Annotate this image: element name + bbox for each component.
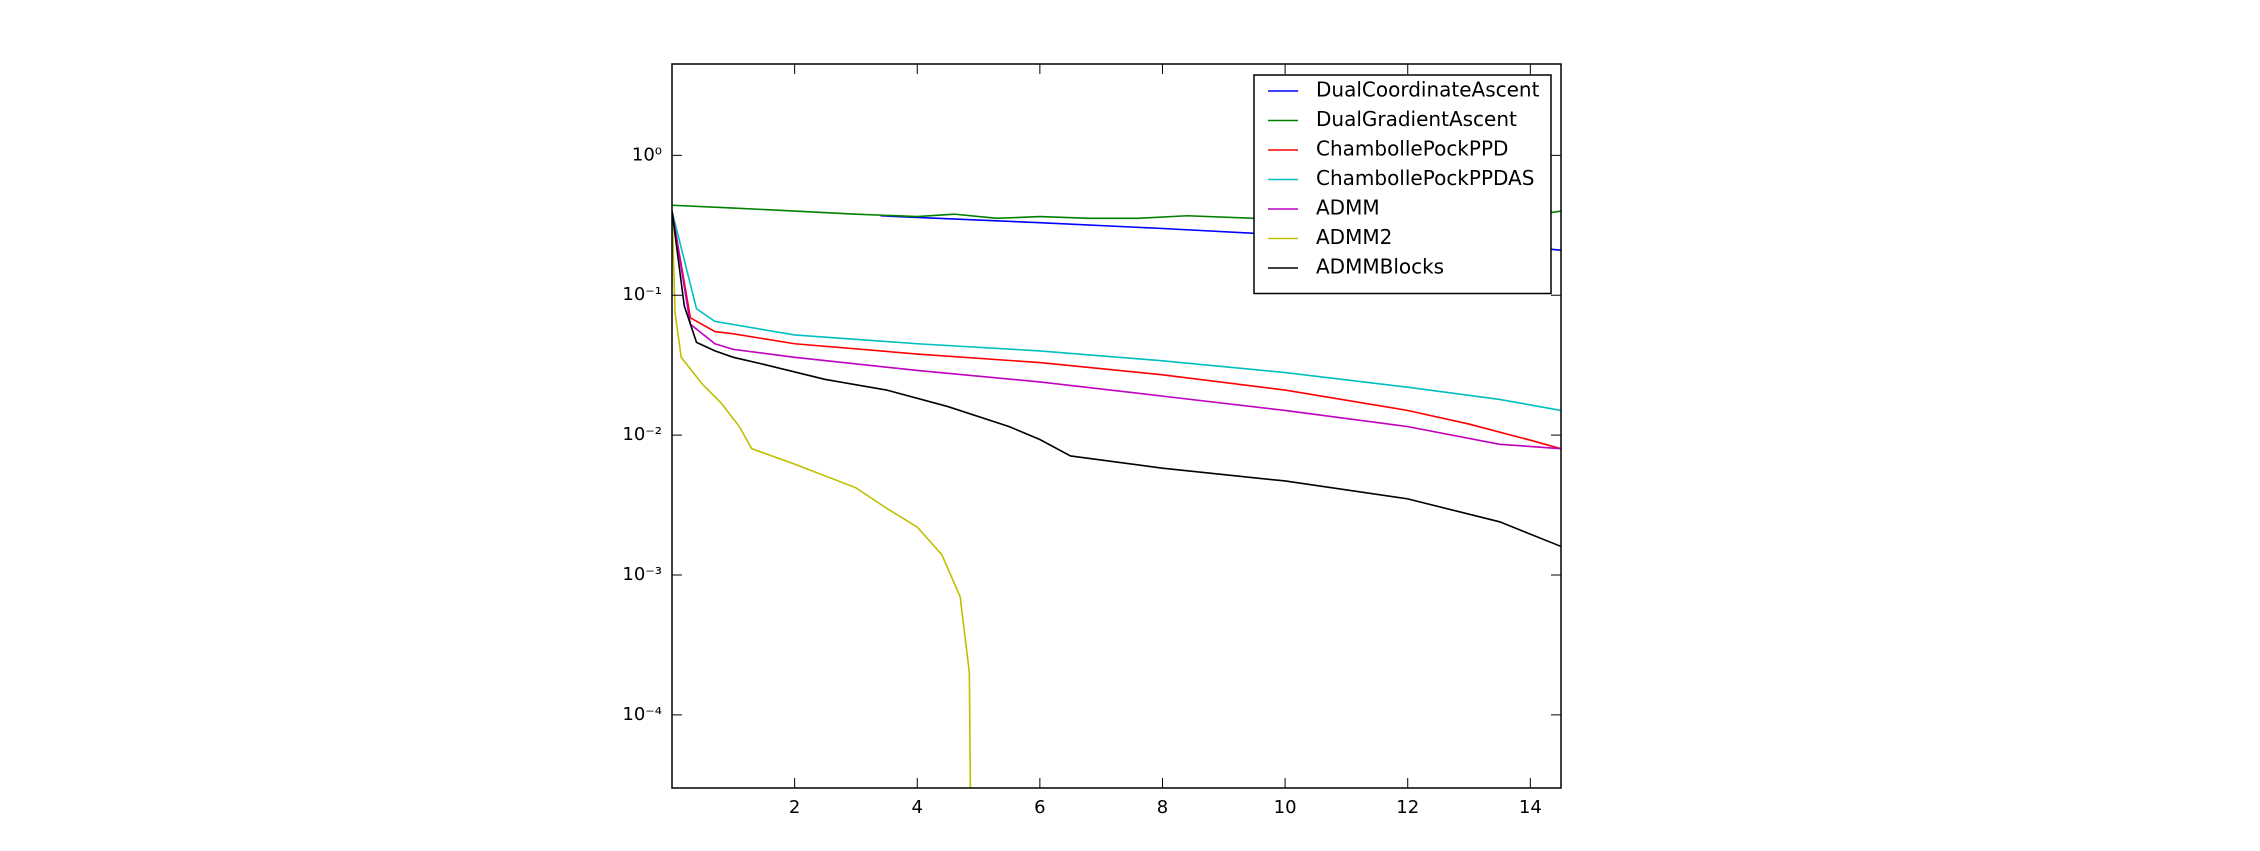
- x-tick-label: 6: [1034, 797, 1045, 818]
- x-tick-label: 4: [912, 797, 923, 818]
- y-tick-label: 10⁻³: [622, 564, 662, 585]
- series-line: [672, 210, 1561, 412]
- y-tick-label: 10⁻¹: [622, 284, 662, 305]
- legend-label: ChambollePockPPD: [1316, 137, 1508, 161]
- series-line: [672, 210, 1561, 548]
- legend-label: DualCoordinateAscent: [1316, 78, 1540, 102]
- axes-frame: [671, 63, 1562, 789]
- series-line: [672, 210, 1561, 450]
- series-line: [672, 211, 972, 788]
- legend-label: DualGradientAscent: [1316, 107, 1517, 131]
- y-tick-label: 10⁰: [632, 144, 662, 165]
- x-tick-label: 8: [1157, 797, 1168, 818]
- legend-label: ADMM2: [1316, 225, 1392, 249]
- y-tick-label: 10⁻⁴: [622, 704, 662, 725]
- x-tick-label: 12: [1396, 797, 1419, 818]
- legend-label: ADMM: [1316, 196, 1380, 220]
- legend-label: ChambollePockPPDAS: [1316, 166, 1534, 190]
- x-tick-label: 10: [1274, 797, 1297, 818]
- x-tick-label: 14: [1519, 797, 1542, 818]
- legend-frame: [1253, 74, 1552, 295]
- series-line: [672, 210, 1561, 450]
- y-tick-label: 10⁻²: [622, 424, 662, 445]
- plot-area: [672, 204, 1561, 788]
- x-tick-label: 2: [789, 797, 800, 818]
- legend-label: ADMMBlocks: [1316, 255, 1444, 279]
